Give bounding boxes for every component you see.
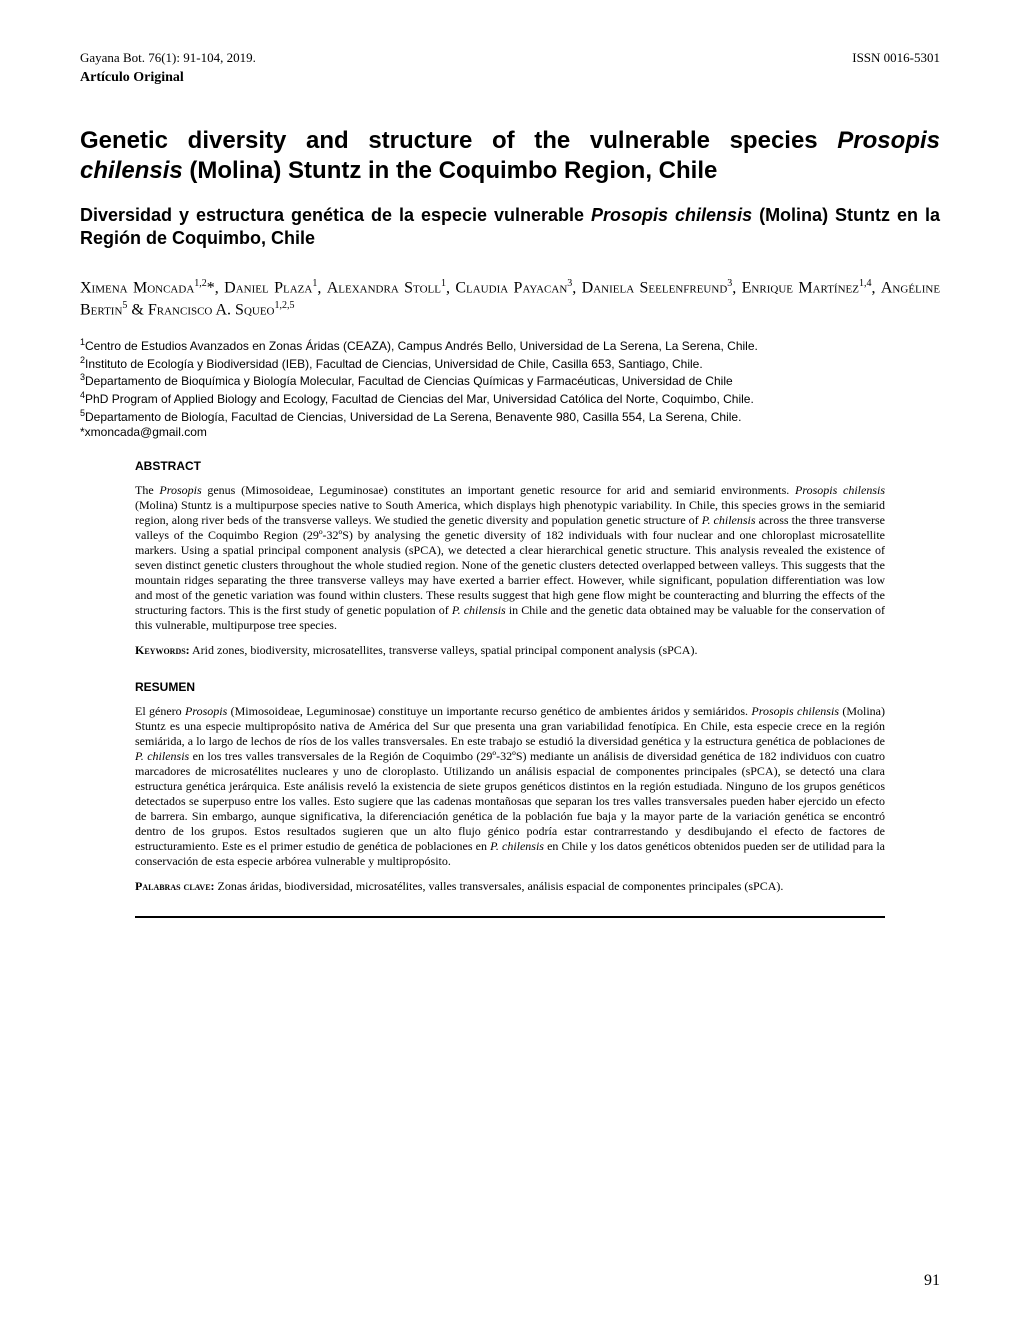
keywords: Keywords: Arid zones, biodiversity, micr… <box>135 643 885 658</box>
resumen-heading: RESUMEN <box>135 680 885 694</box>
affiliations: 1Centro de Estudios Avanzados en Zonas Á… <box>80 337 940 441</box>
keywords-label: Keywords: <box>135 643 190 657</box>
issn: ISSN 0016-5301 <box>852 50 940 66</box>
journal-reference: Gayana Bot. 76(1): 91-104, 2019. <box>80 50 256 66</box>
title-en-part1: Genetic diversity and structure of the v… <box>80 127 837 154</box>
article-type: Artículo Original <box>80 70 940 86</box>
title-es-part1: Diversidad y estructura genética de la e… <box>80 205 591 225</box>
palabras-clave: Palabras clave: Zonas áridas, biodiversi… <box>135 879 885 894</box>
page-number: 91 <box>924 1272 940 1290</box>
keywords-text: Arid zones, biodiversity, microsatellite… <box>190 643 698 657</box>
palabras-label: Palabras clave: <box>135 879 215 893</box>
resumen-text: El género Prosopis (Mimosoideae, Legumin… <box>135 704 885 869</box>
title-spanish: Diversidad y estructura genética de la e… <box>80 204 940 249</box>
abstract-text: The Prosopis genus (Mimosoideae, Legumin… <box>135 483 885 633</box>
abstract-heading: ABSTRACT <box>135 459 885 473</box>
title-en-part2: (Molina) Stuntz in the Coquimbo Region, … <box>183 157 718 184</box>
title-es-species: Prosopis chilensis <box>591 205 752 225</box>
bottom-divider <box>135 916 885 918</box>
palabras-text: Zonas áridas, biodiversidad, microsatéli… <box>215 879 784 893</box>
title-english: Genetic diversity and structure of the v… <box>80 126 940 186</box>
header-row: Gayana Bot. 76(1): 91-104, 2019. ISSN 00… <box>80 50 940 66</box>
authors-list: Ximena Moncada1,2*, Daniel Plaza1, Alexa… <box>80 277 940 321</box>
abstract-block: ABSTRACT The Prosopis genus (Mimosoideae… <box>135 459 885 918</box>
